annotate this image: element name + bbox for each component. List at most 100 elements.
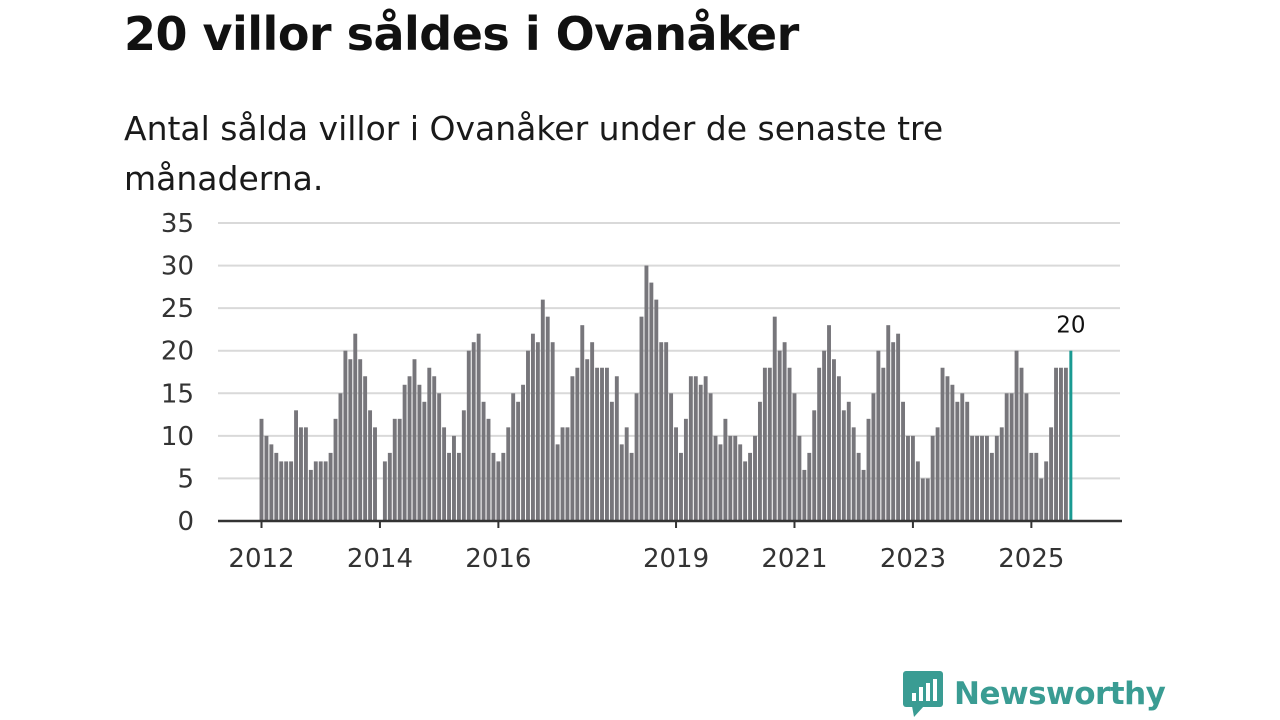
bar <box>363 376 368 521</box>
bar <box>901 401 905 521</box>
bar <box>397 418 402 521</box>
bar <box>994 435 999 521</box>
newsworthy-logo: Newsworthy <box>902 670 1166 718</box>
bar <box>412 359 417 521</box>
bar <box>373 427 377 521</box>
bar <box>634 393 639 521</box>
bar <box>609 401 614 521</box>
bar <box>402 384 407 521</box>
bar <box>965 401 970 521</box>
bar <box>836 376 841 521</box>
bar <box>728 435 733 521</box>
bar <box>565 427 570 521</box>
chart-subtitle: Antal sålda villor i Ovanåker under de s… <box>124 109 944 198</box>
y-tick-label: 25 <box>161 294 194 324</box>
bar <box>506 427 511 521</box>
bar <box>669 393 674 521</box>
bar <box>738 444 743 521</box>
bar <box>452 435 456 521</box>
bar <box>753 435 757 521</box>
bar <box>269 444 274 521</box>
y-tick-label: 0 <box>177 507 194 537</box>
bar <box>748 452 753 521</box>
bar <box>333 418 338 521</box>
bar <box>466 350 471 521</box>
bar <box>698 384 703 521</box>
bar <box>279 461 284 521</box>
bar <box>708 393 713 521</box>
bar <box>1004 393 1009 521</box>
bar <box>906 435 910 521</box>
bar-latest <box>1069 350 1073 521</box>
bar <box>1014 350 1019 521</box>
bar <box>432 376 437 521</box>
x-tick-label: 2014 <box>347 544 413 574</box>
bar <box>876 350 881 521</box>
bar <box>822 350 827 521</box>
bar <box>743 461 748 521</box>
bar <box>1049 427 1054 521</box>
bar <box>723 418 728 521</box>
bar <box>950 384 955 521</box>
bar <box>629 452 634 521</box>
y-tick-label: 35 <box>161 209 194 239</box>
bar <box>605 367 609 521</box>
bar <box>654 299 659 521</box>
bar <box>772 316 777 521</box>
bar <box>674 427 678 521</box>
bar <box>575 367 580 521</box>
bar <box>437 393 442 521</box>
bar <box>427 367 432 521</box>
bar <box>560 427 565 521</box>
bar <box>945 376 950 521</box>
chart-title: 20 villor såldes i Ovanåker <box>124 7 799 61</box>
bar <box>644 265 649 521</box>
bar <box>535 342 540 521</box>
x-tick-label: 2019 <box>643 544 709 574</box>
x-tick-label: 2012 <box>228 544 294 574</box>
bar <box>757 401 762 521</box>
bar <box>866 418 871 521</box>
bar <box>713 435 718 521</box>
bar <box>289 461 294 521</box>
bar <box>368 410 373 521</box>
bar <box>984 435 989 521</box>
bar <box>891 342 896 521</box>
bar <box>614 376 619 521</box>
bar <box>955 401 960 521</box>
bar <box>284 461 289 521</box>
bar <box>491 452 496 521</box>
bar <box>299 427 303 521</box>
bar <box>767 367 772 521</box>
bar <box>817 367 822 521</box>
bar <box>802 469 807 521</box>
bar <box>1034 452 1039 521</box>
bar <box>422 401 427 521</box>
bar <box>516 401 521 521</box>
bar <box>1029 452 1034 521</box>
bar <box>590 342 595 521</box>
bar <box>442 427 447 521</box>
bar <box>886 325 891 521</box>
bar <box>407 376 412 521</box>
bar <box>303 427 308 521</box>
bar <box>619 444 624 521</box>
bar <box>526 350 530 521</box>
newsworthy-chat-chart-icon <box>903 671 943 717</box>
bar <box>896 333 901 521</box>
bar <box>1059 367 1063 521</box>
bar <box>1063 367 1068 521</box>
bar <box>703 376 708 521</box>
bar <box>733 435 738 521</box>
bar <box>545 316 550 521</box>
bar <box>693 376 698 521</box>
bar <box>294 410 298 521</box>
y-tick-label: 5 <box>177 464 194 494</box>
bar <box>718 444 723 521</box>
bar <box>382 461 387 521</box>
bar <box>920 478 925 521</box>
bar <box>930 435 935 521</box>
bar <box>975 435 980 521</box>
bar <box>343 350 348 521</box>
